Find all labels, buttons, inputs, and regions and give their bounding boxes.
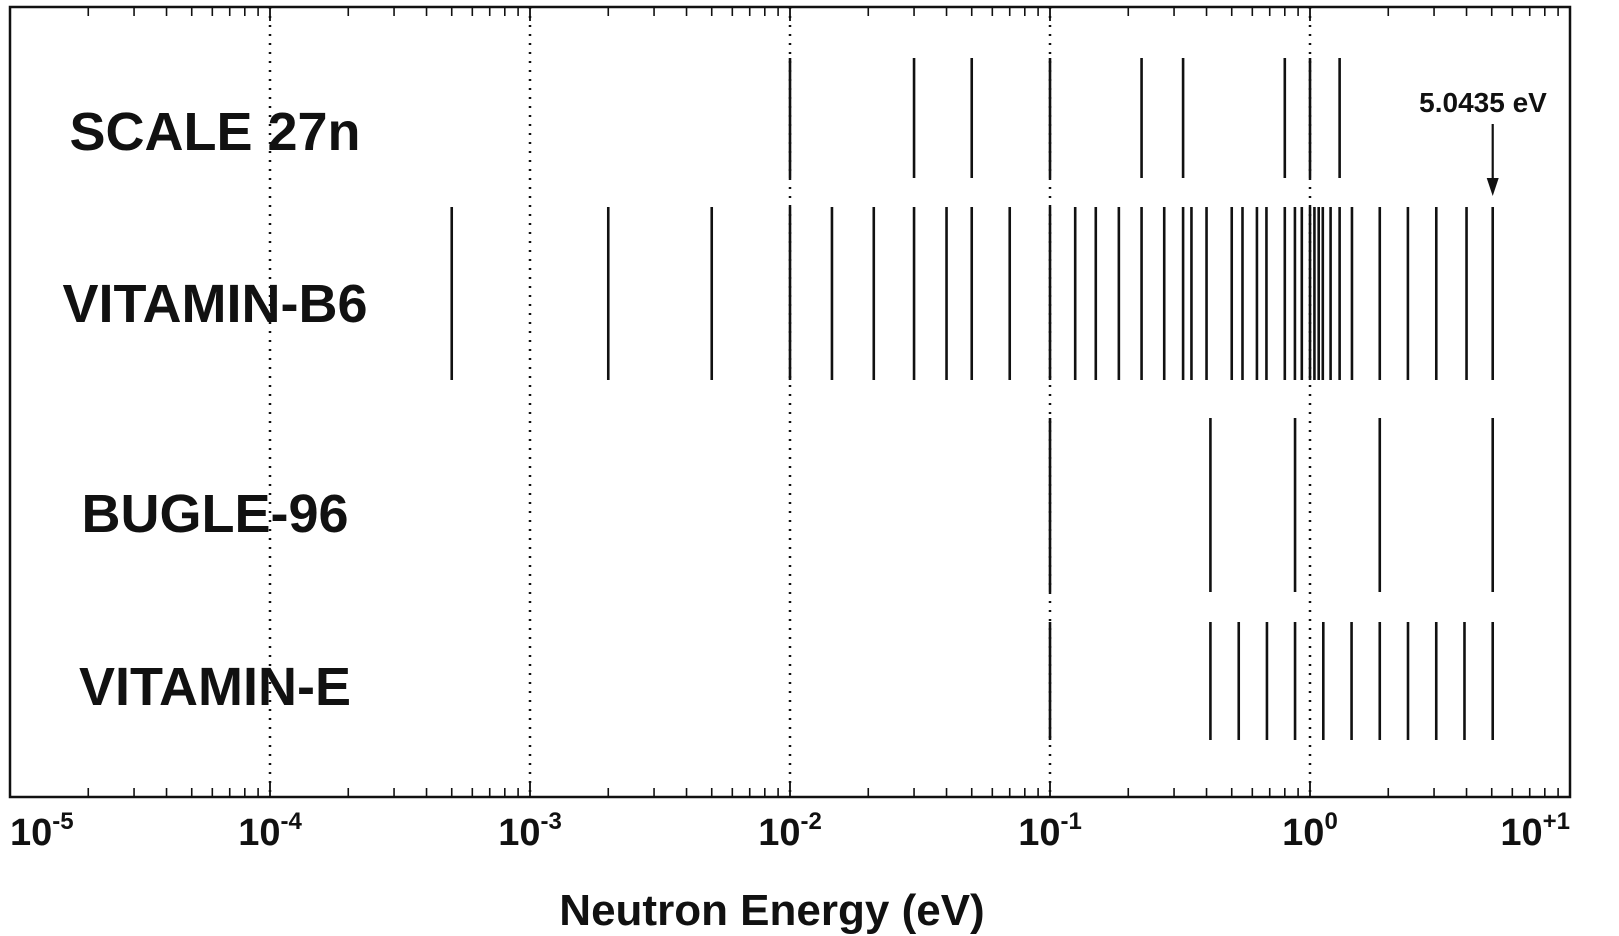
x-tick-label: 10-4 bbox=[238, 808, 302, 854]
x-tick-label: 100 bbox=[1282, 808, 1338, 854]
x-tick-label: 10-2 bbox=[758, 808, 822, 854]
x-tick-label: 10+1 bbox=[1500, 808, 1570, 854]
group-label-scale-27n: SCALE 27n bbox=[69, 102, 360, 162]
annotation-arrow bbox=[1486, 124, 1499, 196]
annotation-arrow-head bbox=[1486, 178, 1499, 196]
group-label-vitamin-b6: VITAMIN-B6 bbox=[63, 274, 368, 334]
x-tick-label: 10-3 bbox=[498, 808, 562, 854]
annotation-label: 5.0435 eV bbox=[1419, 87, 1547, 118]
group-label-bugle-96: BUGLE-96 bbox=[81, 484, 348, 544]
axis-minor-ticks bbox=[9, 7, 1571, 797]
x-tick-label: 10-5 bbox=[10, 808, 74, 854]
group-label-vitamin-e: VITAMIN-E bbox=[79, 657, 351, 717]
x-axis-label: Neutron Energy (eV) bbox=[559, 886, 984, 935]
x-tick-label: 10-1 bbox=[1018, 808, 1082, 854]
x-tick-labels: 10-5 10-4 10-3 10-2 10-1 100 10+1 bbox=[10, 808, 1570, 854]
group-boundary-marks bbox=[450, 58, 1495, 740]
